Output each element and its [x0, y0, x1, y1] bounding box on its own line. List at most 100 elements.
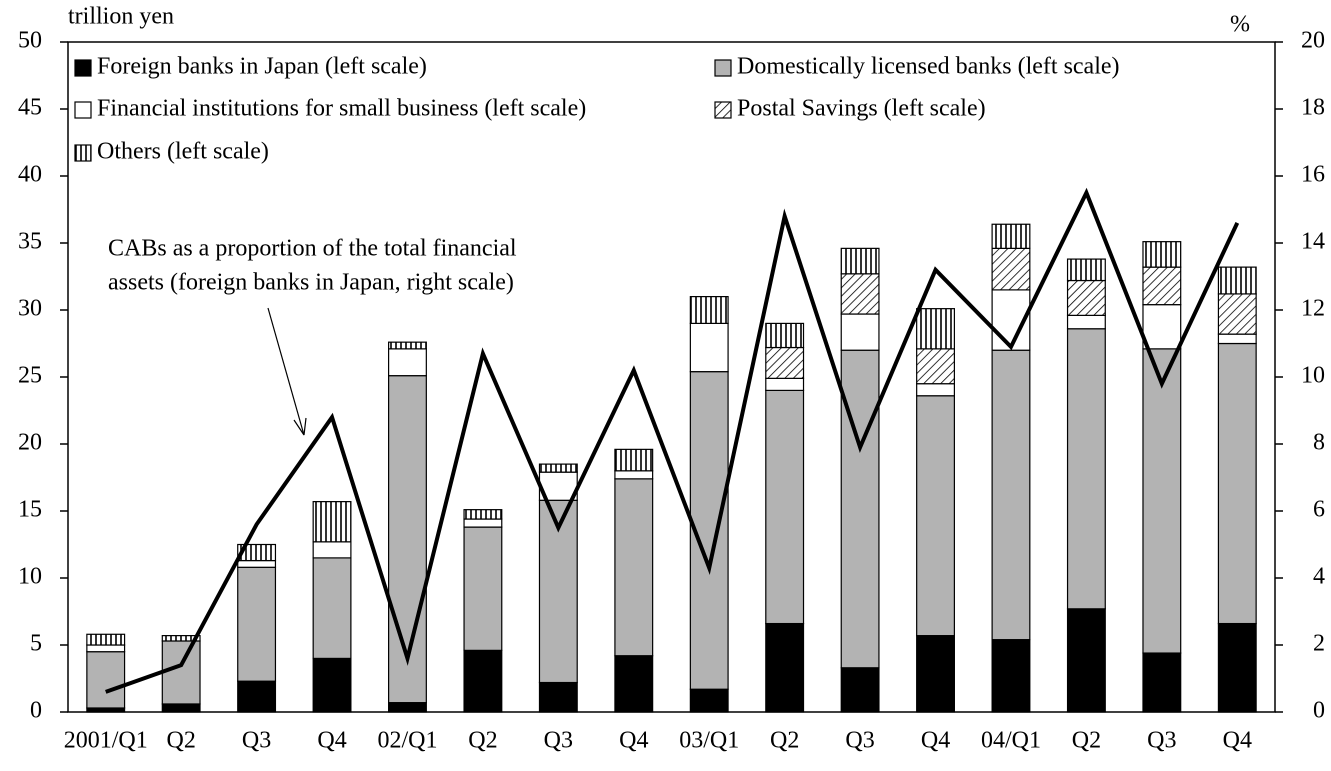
bar-segment	[237, 680, 277, 713]
x-tick-label: Q2	[1072, 728, 1101, 754]
legend-label: Financial institutions for small busines…	[97, 96, 586, 122]
y2-tick-label: 4	[1313, 564, 1325, 590]
bar-segment	[463, 649, 503, 713]
bar-segment	[86, 633, 126, 646]
x-tick-label: Q3	[845, 728, 874, 754]
bar-segment	[991, 247, 1031, 291]
x-tick-label: 2001/Q1	[64, 728, 148, 754]
y-tick-label: 20	[18, 430, 42, 456]
bar-segment	[991, 223, 1031, 249]
legend-swatch	[74, 101, 92, 119]
bar-segment	[765, 622, 805, 713]
bar-segment	[86, 644, 126, 653]
legend-swatch	[74, 59, 92, 77]
bar-segment	[538, 681, 578, 713]
bar-segment	[765, 389, 805, 625]
y-tick-label: 15	[18, 497, 42, 523]
bar-segment	[1142, 304, 1182, 350]
x-tick-label: Q4	[1223, 728, 1252, 754]
bar-segment	[1142, 241, 1182, 268]
bar-segment	[86, 651, 126, 709]
x-tick-label: Q2	[166, 728, 195, 754]
x-tick-label: 03/Q1	[679, 728, 739, 754]
bar-segment	[1066, 608, 1106, 713]
x-tick-label: Q3	[242, 728, 271, 754]
y2-tick-label: 6	[1313, 497, 1325, 523]
y-axis-label: trillion yen	[68, 4, 174, 30]
x-tick-label: Q4	[619, 728, 648, 754]
plot-frame	[67, 41, 1276, 713]
bar-segment	[388, 341, 427, 350]
bar-segment	[689, 322, 729, 373]
bar-segment	[614, 470, 654, 480]
bar-segment	[463, 509, 503, 520]
bar-segment	[1217, 333, 1257, 345]
x-tick-label: Q3	[1147, 728, 1176, 754]
y2-tick-label: 2	[1313, 631, 1325, 657]
bar-segment	[463, 518, 503, 528]
bar-segment	[1142, 348, 1182, 654]
y2-tick-label: 0	[1313, 698, 1325, 724]
y-tick-label: 45	[18, 95, 42, 121]
legend-label: Foreign banks in Japan (left scale)	[97, 54, 427, 80]
bar-segment	[1142, 652, 1182, 713]
bar-segment	[991, 349, 1031, 641]
bar-segment	[312, 557, 352, 660]
bar-segment	[614, 478, 654, 657]
y2-axis-label: %	[1230, 12, 1250, 38]
bar-segment	[538, 463, 578, 473]
bar-segment	[161, 640, 201, 705]
bar-segment	[312, 501, 352, 543]
y2-tick-label: 8	[1313, 430, 1325, 456]
y-tick-label: 40	[18, 162, 42, 188]
bar-segment	[161, 703, 201, 713]
legend-label: Domestically licensed banks (left scale)	[737, 54, 1120, 80]
x-tick-label: 02/Q1	[377, 728, 437, 754]
bar-segment	[1217, 293, 1257, 335]
bar-segment	[840, 349, 880, 669]
y-tick-label: 35	[18, 229, 42, 255]
y-tick-label: 25	[18, 363, 42, 389]
y-tick-label: 5	[30, 631, 42, 657]
legend-swatch	[714, 101, 732, 119]
y-tick-label: 50	[18, 28, 42, 54]
bar-segment	[840, 313, 880, 351]
y2-tick-label: 18	[1301, 95, 1325, 121]
bar-segment	[689, 688, 729, 713]
bar-segment	[1217, 622, 1257, 713]
annotation-arrow	[267, 307, 305, 436]
bar-segment	[237, 543, 277, 562]
bar-segment	[1066, 279, 1106, 316]
bar-segment	[1066, 328, 1106, 610]
bar-segment	[388, 348, 427, 377]
bar-segment	[614, 448, 654, 472]
legend-label: Postal Savings (left scale)	[737, 96, 986, 122]
y2-tick-label: 14	[1301, 229, 1325, 255]
bar-segment	[916, 635, 955, 713]
y2-tick-label: 12	[1301, 296, 1325, 322]
bar-segment	[916, 348, 955, 385]
bar-segment	[916, 395, 955, 637]
annotation: assets (foreign banks in Japan, right sc…	[108, 270, 514, 296]
legend-label: Others (left scale)	[97, 139, 269, 165]
y-tick-label: 0	[30, 698, 42, 724]
x-tick-label: Q2	[770, 728, 799, 754]
annotation: CABs as a proportion of the total financ…	[108, 236, 517, 262]
bar-segment	[1217, 266, 1257, 295]
bar-segment	[840, 667, 880, 713]
x-tick-label: Q4	[921, 728, 950, 754]
bar-segment	[916, 308, 955, 350]
bar-segment	[1066, 258, 1106, 282]
bar-segment	[237, 566, 277, 682]
bar-segment	[161, 635, 201, 642]
y2-tick-label: 20	[1301, 28, 1325, 54]
line-series	[105, 187, 1240, 694]
bar-segment	[614, 655, 654, 713]
bar-segment	[1066, 314, 1106, 330]
bar-segment	[388, 375, 427, 704]
y2-tick-label: 10	[1301, 363, 1325, 389]
bar-segment	[237, 559, 277, 568]
bar-segment	[1217, 342, 1257, 625]
y2-tick-label: 16	[1301, 162, 1325, 188]
